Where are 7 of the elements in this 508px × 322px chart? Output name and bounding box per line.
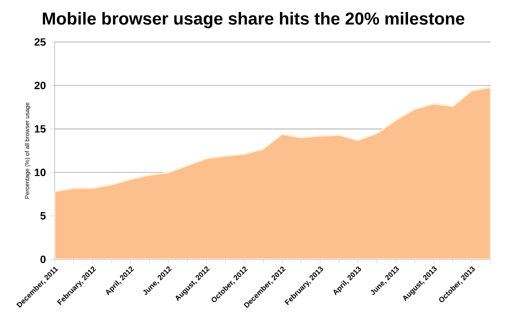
chart-title: Mobile browser usage share hits the 20% milestone — [42, 12, 464, 28]
y-tick-label: 10 — [34, 168, 46, 176]
y-tick-label: 15 — [34, 125, 46, 133]
y-tick-label: 5 — [40, 212, 46, 220]
y-tick-label: 25 — [34, 38, 46, 46]
y-tick-label: 0 — [40, 256, 46, 264]
y-tick-label: 20 — [34, 82, 46, 90]
